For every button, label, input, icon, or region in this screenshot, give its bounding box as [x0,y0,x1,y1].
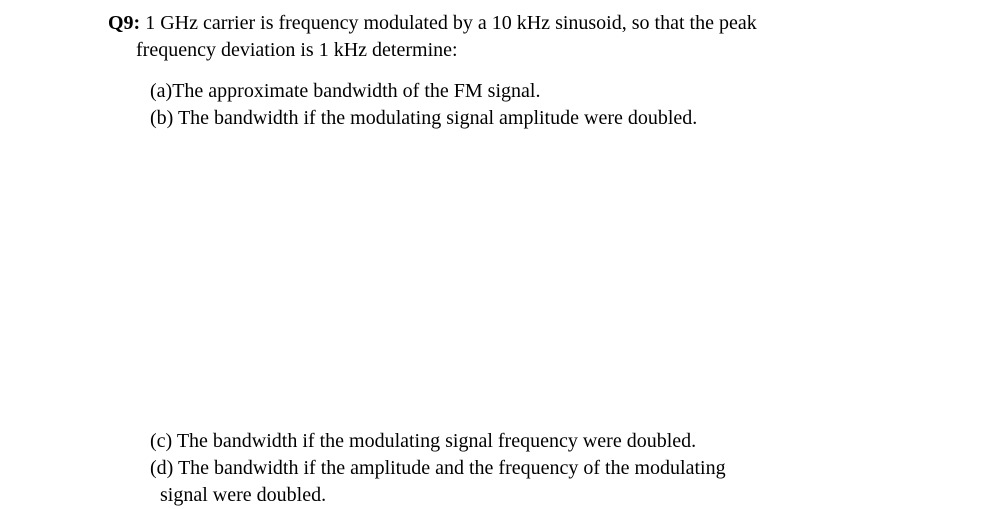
part-d-line2: signal were doubled. [150,482,790,509]
part-d-line1: (d) The bandwidth if the amplitude and t… [150,455,790,482]
question-heading: Q9: 1 GHz carrier is frequency modulated… [108,10,788,64]
part-c: (c) The bandwidth if the modulating sign… [150,428,790,455]
parts-c-d: (c) The bandwidth if the modulating sign… [150,428,790,509]
part-a: (a)The approximate bandwidth of the FM s… [150,78,790,105]
question-label: Q9: [108,12,140,34]
question-line-1: Q9: 1 GHz carrier is frequency modulated… [108,10,788,37]
question-line-2: frequency deviation is 1 kHz determine: [108,37,788,64]
part-b: (b) The bandwidth if the modulating sign… [150,105,790,132]
parts-a-b: (a)The approximate bandwidth of the FM s… [150,78,790,132]
question-line1-text: 1 GHz carrier is frequency modulated by … [140,12,756,34]
page: Q9: 1 GHz carrier is frequency modulated… [0,0,991,506]
